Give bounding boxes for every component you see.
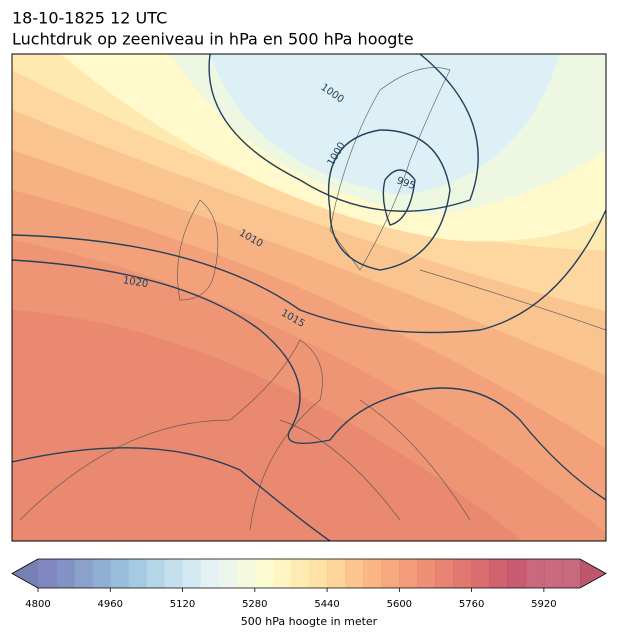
colorbar-swatch (381, 559, 400, 588)
colorbar-swatch (327, 559, 346, 588)
colorbar-swatch (164, 559, 184, 588)
colorbar-swatch (363, 559, 382, 588)
colorbar: 4800 4960 5120 5280 5440 5600 5760 5920 (11, 558, 607, 610)
colorbar-swatch (471, 559, 491, 588)
colorbar-tick-label: 5280 (242, 599, 267, 610)
colorbar-label: 500 hPa hoogte in meter (241, 615, 378, 628)
colorbar-swatch (543, 559, 563, 588)
colorbar-tick-label: 5600 (387, 599, 412, 610)
colorbar-tick-label: 4800 (25, 599, 50, 610)
colorbar-swatch (218, 559, 238, 588)
colorbar-swatch (74, 559, 93, 588)
colorbar-swatch (92, 559, 111, 588)
colorbar-swatch (453, 559, 473, 588)
colorbar-tick-label: 5760 (459, 599, 484, 610)
colorbar-swatch (200, 559, 220, 588)
colorbar-tick-label: 4960 (98, 599, 123, 610)
colorbar-swatch (110, 559, 129, 588)
colorbar-tick-label: 5920 (531, 599, 556, 610)
colorbar-swatch (399, 559, 418, 588)
colorbar-extend-low (12, 559, 38, 588)
colorbar-swatch (128, 559, 147, 588)
colorbar-swatch (561, 559, 581, 588)
colorbar-swatch (236, 559, 256, 588)
colorbar-swatch (254, 559, 274, 588)
colorbar-swatch (290, 559, 310, 588)
colorbar-swatch (309, 559, 328, 588)
title: 18-10-1825 12 UTC (12, 9, 167, 28)
map-frame (11, 53, 607, 542)
colorbar-swatch (435, 559, 455, 588)
colorbar-extend-high (580, 559, 606, 588)
colorbar-swatch (272, 559, 292, 588)
colorbar-swatch (146, 559, 165, 588)
isobar-label: 1020 (122, 275, 149, 290)
colorbar-swatch (489, 559, 509, 588)
colorbar-swatch (345, 559, 364, 588)
colorbar-tick-label: 5120 (170, 599, 195, 610)
colorbar-tick-label: 5440 (314, 599, 339, 610)
colorbar-swatch (182, 559, 202, 588)
colorbar-swatch (56, 559, 75, 588)
colorbar-swatch (507, 559, 527, 588)
colorbar-swatch (417, 559, 436, 588)
colorbar-swatch (38, 559, 57, 588)
subtitle: Luchtdruk op zeeniveau in hPa en 500 hPa… (12, 30, 414, 49)
colorbar-outline (11, 558, 607, 589)
colorbar-swatch (525, 559, 545, 588)
